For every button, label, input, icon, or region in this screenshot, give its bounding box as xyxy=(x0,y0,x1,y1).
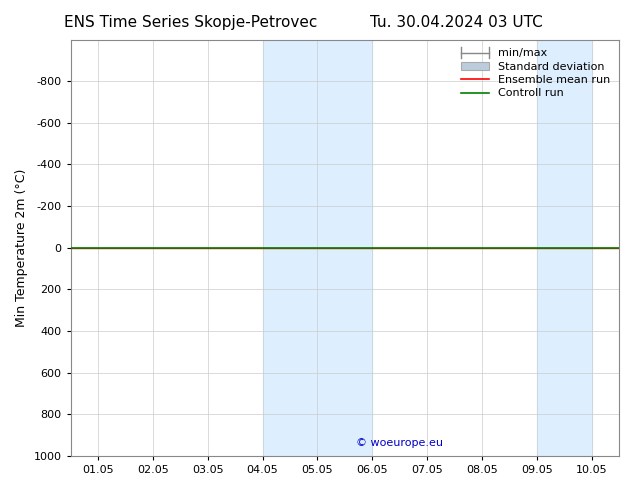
Bar xyxy=(537,40,592,456)
Bar xyxy=(262,40,372,456)
Legend: min/max, Standard deviation, Ensemble mean run, Controll run: min/max, Standard deviation, Ensemble me… xyxy=(458,45,614,102)
Text: Tu. 30.04.2024 03 UTC: Tu. 30.04.2024 03 UTC xyxy=(370,15,543,30)
Text: ENS Time Series Skopje-Petrovec: ENS Time Series Skopje-Petrovec xyxy=(63,15,317,30)
Y-axis label: Min Temperature 2m (°C): Min Temperature 2m (°C) xyxy=(15,169,28,327)
Text: © woeurope.eu: © woeurope.eu xyxy=(356,438,443,448)
